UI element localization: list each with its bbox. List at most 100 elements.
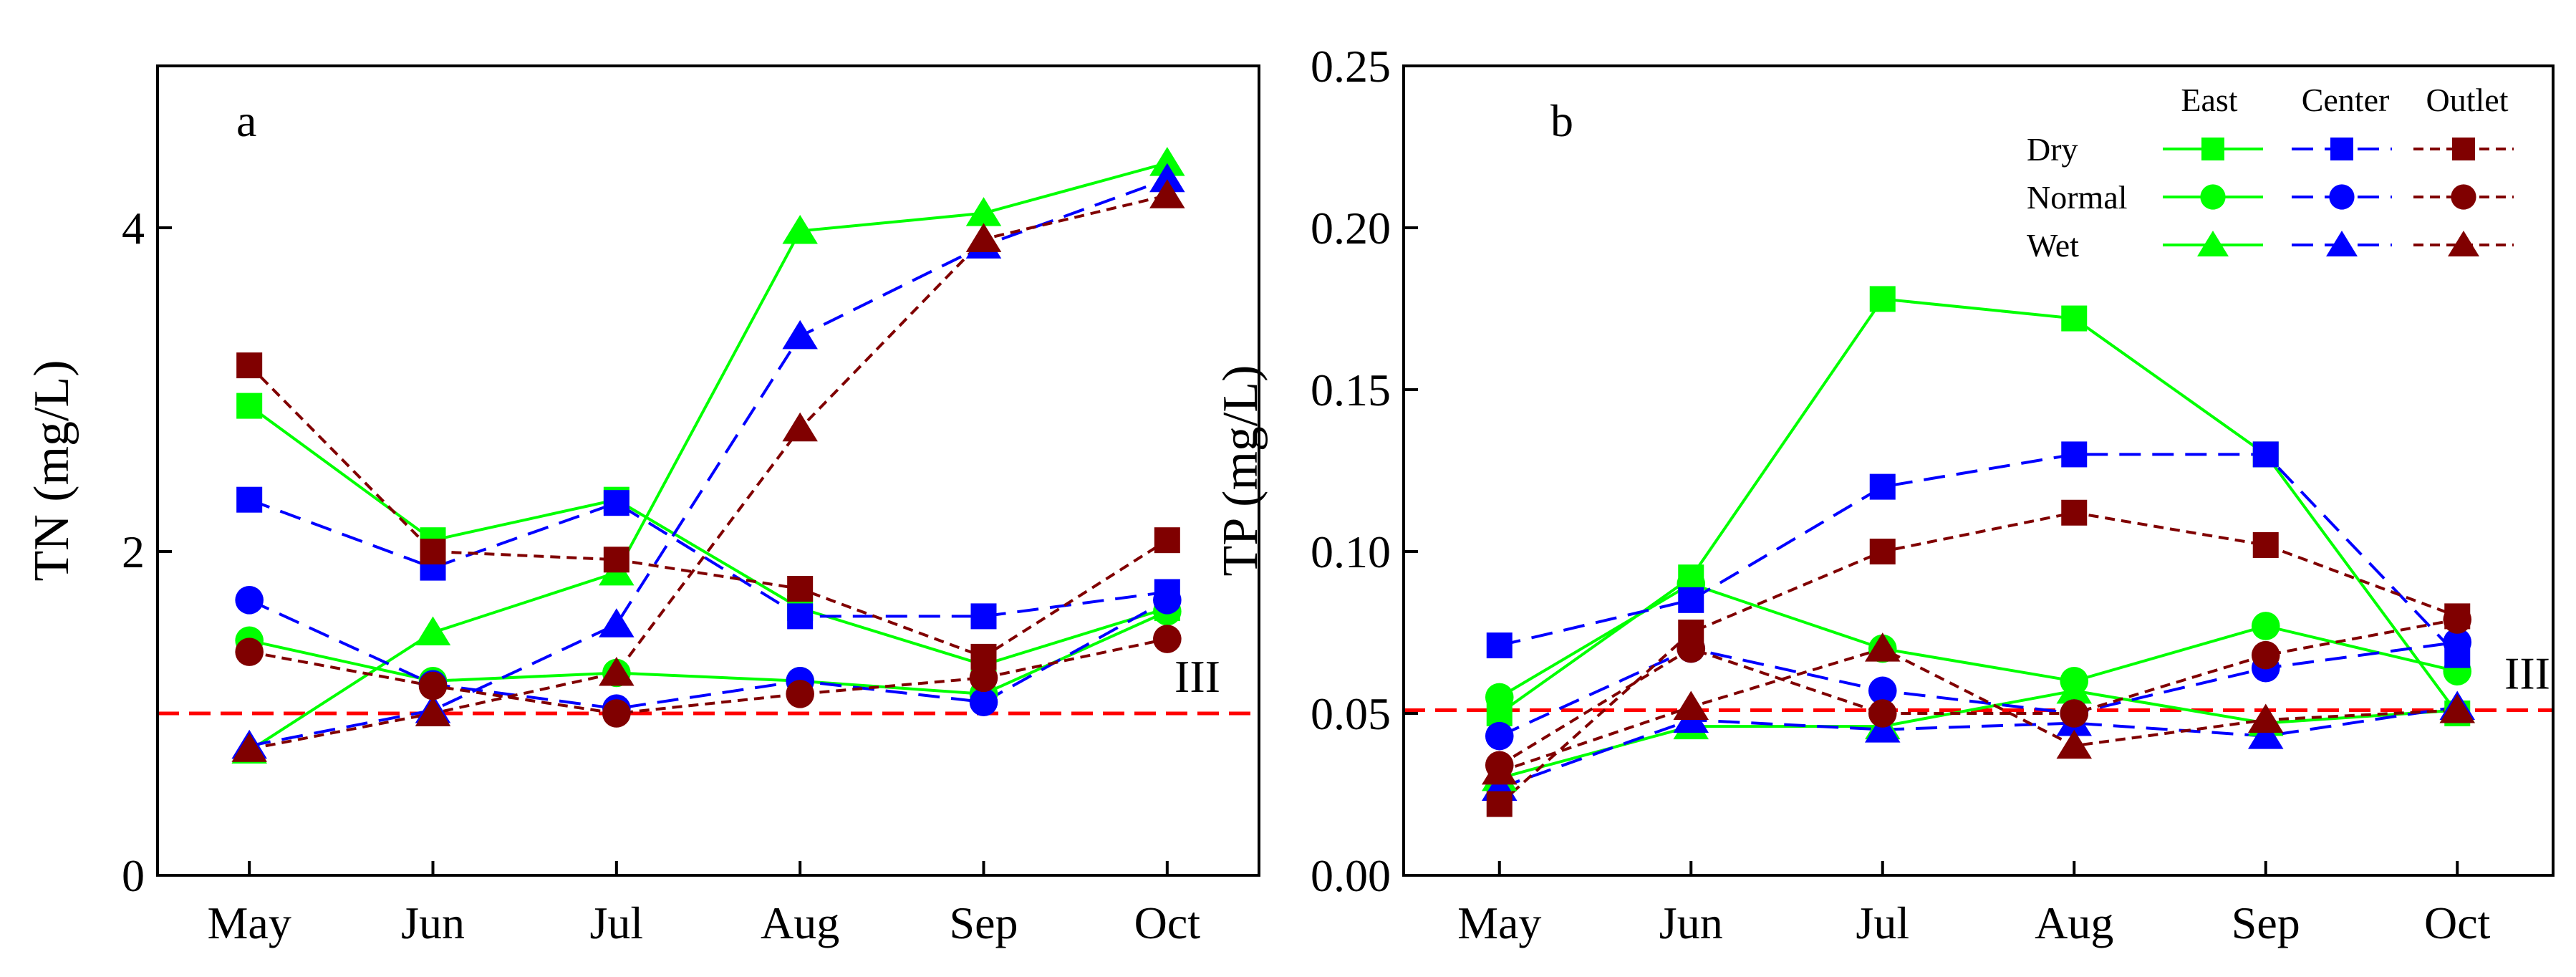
panel-a-point-6-5 bbox=[1154, 527, 1180, 554]
legend-marker-east-dry bbox=[2201, 138, 2224, 160]
panel-a-point-6-3 bbox=[787, 575, 814, 602]
panel-b-point-0-2 bbox=[1869, 286, 1896, 312]
panel-a-point-7-3 bbox=[786, 680, 814, 708]
panel-a-series-line-3 bbox=[249, 498, 1168, 618]
panel-b-point-2-3 bbox=[2056, 674, 2092, 704]
panel-b-point-8-4 bbox=[2248, 703, 2284, 733]
panel-b-point-3-1 bbox=[1678, 587, 1704, 613]
panel-a-series-line-5 bbox=[249, 178, 1168, 748]
panel-b-point-5-2 bbox=[1865, 713, 1901, 743]
panel-a-point-4-0 bbox=[235, 586, 264, 615]
panel-b-xtick-label-2: Jul bbox=[1856, 897, 1909, 948]
panel-a-point-2-1 bbox=[415, 616, 451, 645]
panel-a-point-8-2 bbox=[599, 657, 635, 686]
panel-b-plot-frame bbox=[1402, 64, 2555, 877]
panel-a-point-8-4 bbox=[965, 223, 1002, 252]
panel-b-xtick-label-1: Jun bbox=[1659, 897, 1723, 948]
panel-a-ytick-label-1: 2 bbox=[122, 526, 145, 577]
panel-b-series-line-7 bbox=[1498, 617, 2458, 767]
panel-a-ytick-label-2: 4 bbox=[122, 203, 145, 254]
panel-b-ytick-label-3: 0.15 bbox=[1311, 365, 1391, 415]
panel-b-point-3-0 bbox=[1486, 632, 1513, 659]
panel-b-point-8-1 bbox=[1673, 690, 1709, 720]
legend-marker-east-normal bbox=[2200, 184, 2226, 210]
panel-a-point-3-3 bbox=[787, 603, 814, 630]
panel-b-ytick-label-2: 0.10 bbox=[1311, 526, 1391, 577]
panel-b-series-line-5 bbox=[1499, 705, 2458, 789]
panel-b-ytick-label-5: 0.25 bbox=[1311, 41, 1391, 92]
panel-b-xtick-label-4: Sep bbox=[2232, 897, 2300, 948]
panel-a-point-6-0 bbox=[236, 352, 263, 379]
panel-b-panel-label: b bbox=[1550, 95, 1573, 146]
legend-marker-outlet-normal bbox=[2451, 184, 2476, 210]
panel-b-y-axis-title: TP (mg/L) bbox=[1213, 365, 1268, 577]
panel-a-series-line-8 bbox=[249, 193, 1168, 751]
panel-a-point-7-5 bbox=[1153, 625, 1182, 653]
panel-b-ytick-label-0: 0.00 bbox=[1311, 850, 1391, 901]
panel-b-series-line-1 bbox=[1498, 582, 2458, 699]
panel-b-point-7-1 bbox=[1677, 634, 1706, 663]
legend-column-outlet: Outlet bbox=[2426, 82, 2509, 118]
panel-a-xtick-label-4: Sep bbox=[950, 897, 1018, 948]
panel-b-series-line-2 bbox=[1499, 689, 2458, 780]
panel-b-tp-chart: 0.00 0.05 0.10 0.15 0.20 0.25 May Jun Jul Aug Sep O… bbox=[1213, 41, 2555, 948]
panel-b-series-line-3 bbox=[1499, 453, 2459, 657]
panel-a-xtick-label-1: Jun bbox=[401, 897, 465, 948]
panel-a-point-8-3 bbox=[782, 412, 818, 442]
panel-a-point-6-2 bbox=[603, 547, 629, 573]
panel-b-point-7-2 bbox=[1868, 699, 1897, 728]
panel-a-point-7-4 bbox=[969, 663, 998, 693]
panel-a-point-5-3 bbox=[782, 319, 818, 350]
panel-a-point-4-4 bbox=[969, 688, 998, 716]
panel-a-series-line-6 bbox=[248, 364, 1168, 659]
panel-a-series-line-0 bbox=[248, 404, 1168, 667]
panel-a-ytick-label-0: 0 bbox=[122, 850, 145, 901]
panel-a-xtick-label-0: May bbox=[208, 897, 291, 948]
panel-a-point-3-4 bbox=[970, 603, 997, 630]
panel-b-point-4-5 bbox=[2443, 627, 2472, 657]
panel-b-series-line-0 bbox=[1498, 297, 2459, 715]
legend-row-dry: Dry bbox=[2027, 131, 2078, 168]
legend-row-wet: Wet bbox=[2027, 227, 2079, 264]
panel-b-point-1-4 bbox=[2251, 612, 2280, 640]
panel-a-plot-frame bbox=[156, 64, 1260, 877]
panel-b-xtick-label-3: Aug bbox=[2035, 897, 2113, 948]
panel-b-point-8-0 bbox=[1482, 755, 1518, 785]
panel-b-point-5-4 bbox=[2248, 720, 2284, 749]
panel-a-y-axis-title: TN (mg/L) bbox=[24, 360, 79, 581]
panel-b-point-8-2 bbox=[1865, 632, 1901, 662]
panel-a-xtick-label-5: Oct bbox=[1134, 897, 1201, 948]
panel-b-xtick-label-5: Oct bbox=[2424, 897, 2491, 948]
legend-marker-east-wet bbox=[2197, 231, 2229, 256]
panel-b-point-7-3 bbox=[2060, 699, 2089, 728]
panel-a-point-2-5 bbox=[1149, 147, 1185, 176]
panel-a-xtick-label-2: Jul bbox=[589, 897, 643, 948]
panel-b-point-6-4 bbox=[2252, 531, 2279, 558]
panel-b-point-0-3 bbox=[2061, 305, 2088, 332]
panel-a-point-7-0 bbox=[235, 637, 264, 666]
panel-a-point-6-1 bbox=[420, 539, 446, 564]
panel-a-point-8-0 bbox=[231, 733, 267, 762]
panel-a-point-7-1 bbox=[418, 671, 448, 701]
panel-a-point-5-2 bbox=[599, 608, 635, 637]
panel-a-tn-chart: 0 2 4 May Jun Jul Aug Sep Oct TN (mg/L) a III bbox=[24, 64, 1260, 948]
panel-a-point-3-0 bbox=[236, 486, 263, 513]
panel-a-point-3-2 bbox=[603, 490, 629, 516]
legend-marker-outlet-dry bbox=[2452, 138, 2475, 160]
legend-marker-center-dry bbox=[2330, 138, 2353, 160]
legend-column-east: East bbox=[2181, 82, 2237, 118]
panel-b-point-8-5 bbox=[2439, 693, 2475, 723]
panel-a-point-7-2 bbox=[602, 699, 631, 728]
panel-b-series-line-8 bbox=[1499, 647, 2458, 774]
panel-a-point-0-0 bbox=[236, 393, 263, 419]
panel-b-point-6-3 bbox=[2061, 499, 2088, 526]
panel-b-point-6-0 bbox=[1486, 791, 1513, 817]
panel-b-ytick-label-1: 0.05 bbox=[1311, 688, 1391, 739]
panel-a-reference-label: III bbox=[1174, 651, 1220, 702]
panel-b-point-3-2 bbox=[1869, 473, 1896, 500]
legend-row-normal: Normal bbox=[2027, 179, 2128, 216]
panel-b-point-3-4 bbox=[2252, 441, 2279, 468]
panel-a-point-2-4 bbox=[965, 197, 1002, 226]
panel-b-xtick-label-0: May bbox=[1457, 897, 1541, 948]
